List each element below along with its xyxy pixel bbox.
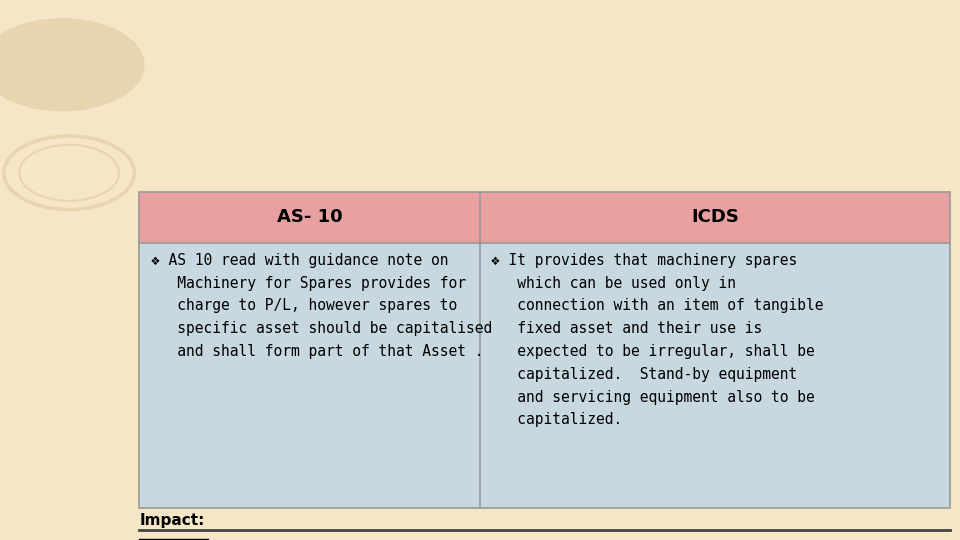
Text: ❖ AS 10 read with guidance note on
   Machinery for Spares provides for
   charg: ❖ AS 10 read with guidance note on Machi… (151, 253, 492, 359)
FancyBboxPatch shape (139, 192, 480, 243)
Text: AS- 10: AS- 10 (276, 208, 343, 226)
Text: ICDS: ICDS (691, 208, 739, 226)
Text: ❖ It provides that machinery spares
   which can be used only in
   connection w: ❖ It provides that machinery spares whic… (492, 253, 824, 427)
Text: Impact:: Impact: (139, 513, 204, 528)
FancyBboxPatch shape (480, 192, 950, 243)
FancyBboxPatch shape (139, 243, 480, 508)
Bar (139, 192, 950, 508)
FancyBboxPatch shape (480, 243, 950, 508)
Circle shape (0, 19, 144, 111)
